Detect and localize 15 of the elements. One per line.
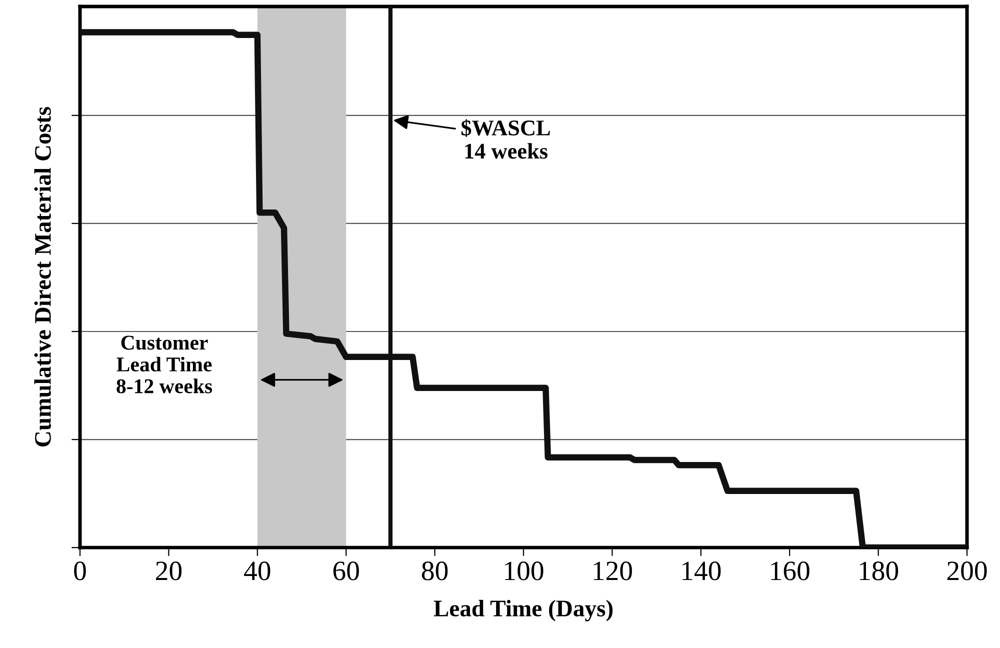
annotation: Customer Lead Time 8-12 weeks [116, 336, 212, 394]
x-tick-label: 140 [682, 562, 721, 580]
annotation: $WASCL 14 weeks [461, 119, 550, 159]
x-axis-title: Lead Time (Days) [434, 600, 613, 622]
x-tick-label: 40 [244, 562, 270, 580]
x-tick-label: 160 [771, 562, 810, 580]
x-tick-label: 120 [594, 562, 632, 580]
x-tick-label: 100 [505, 562, 544, 580]
x-tick-label: 60 [333, 562, 359, 580]
x-tick-label: 200 [947, 562, 987, 580]
x-tick-label: 0 [74, 562, 86, 580]
y-axis-title: Cumulative Direct Material Costs [34, 107, 51, 446]
x-tick-label: 20 [156, 562, 182, 580]
x-tick-label: 180 [860, 562, 898, 580]
x-tick-label: 80 [422, 562, 448, 580]
